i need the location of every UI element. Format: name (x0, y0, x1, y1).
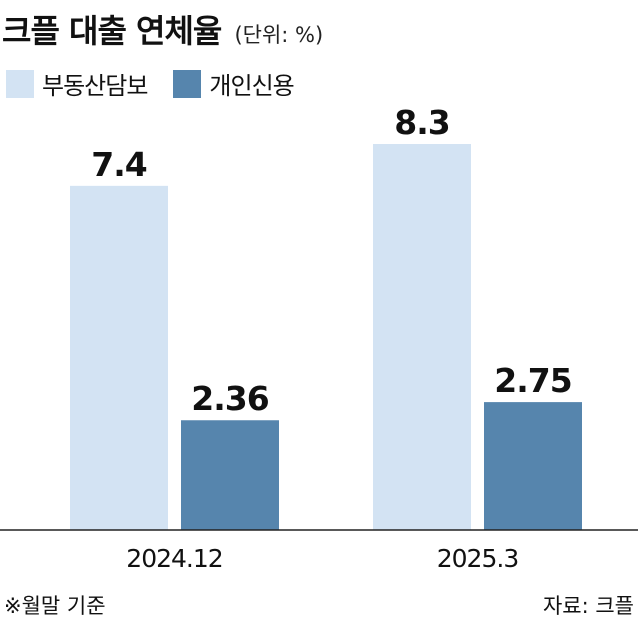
legend-swatch-personal (173, 69, 202, 98)
source-note: 자료: 크플 (542, 594, 634, 618)
bar-personal-0 (181, 420, 279, 530)
unit-label: (단위: %) (234, 23, 324, 47)
legend: 부동산담보 개인신용 (6, 66, 320, 101)
x-tick-label-1: 2025.3 (437, 544, 518, 573)
bar-personal-1 (484, 402, 582, 530)
legend-label-real-estate: 부동산담보 (42, 72, 148, 100)
chart-title: 크플 대출 연체율 (2, 12, 222, 50)
footnote: ※월말 기준 (4, 594, 106, 618)
x-tick-label-0: 2024.12 (126, 544, 222, 573)
title-row: 크플 대출 연체율 (단위: %) (2, 6, 323, 52)
legend-label-personal: 개인신용 (209, 72, 294, 100)
legend-item-real-estate: 부동산담보 (6, 66, 148, 101)
bar-real-estate-0 (70, 185, 168, 531)
legend-item-personal: 개인신용 (173, 66, 295, 101)
data-label-real-estate-0: 7.4 (91, 145, 146, 184)
data-label-real-estate-1: 8.3 (394, 103, 449, 142)
data-label-personal-1: 2.75 (494, 361, 571, 400)
bar-real-estate-1 (373, 144, 471, 530)
legend-swatch-real-estate (6, 69, 34, 98)
data-label-personal-0: 2.36 (191, 379, 268, 418)
